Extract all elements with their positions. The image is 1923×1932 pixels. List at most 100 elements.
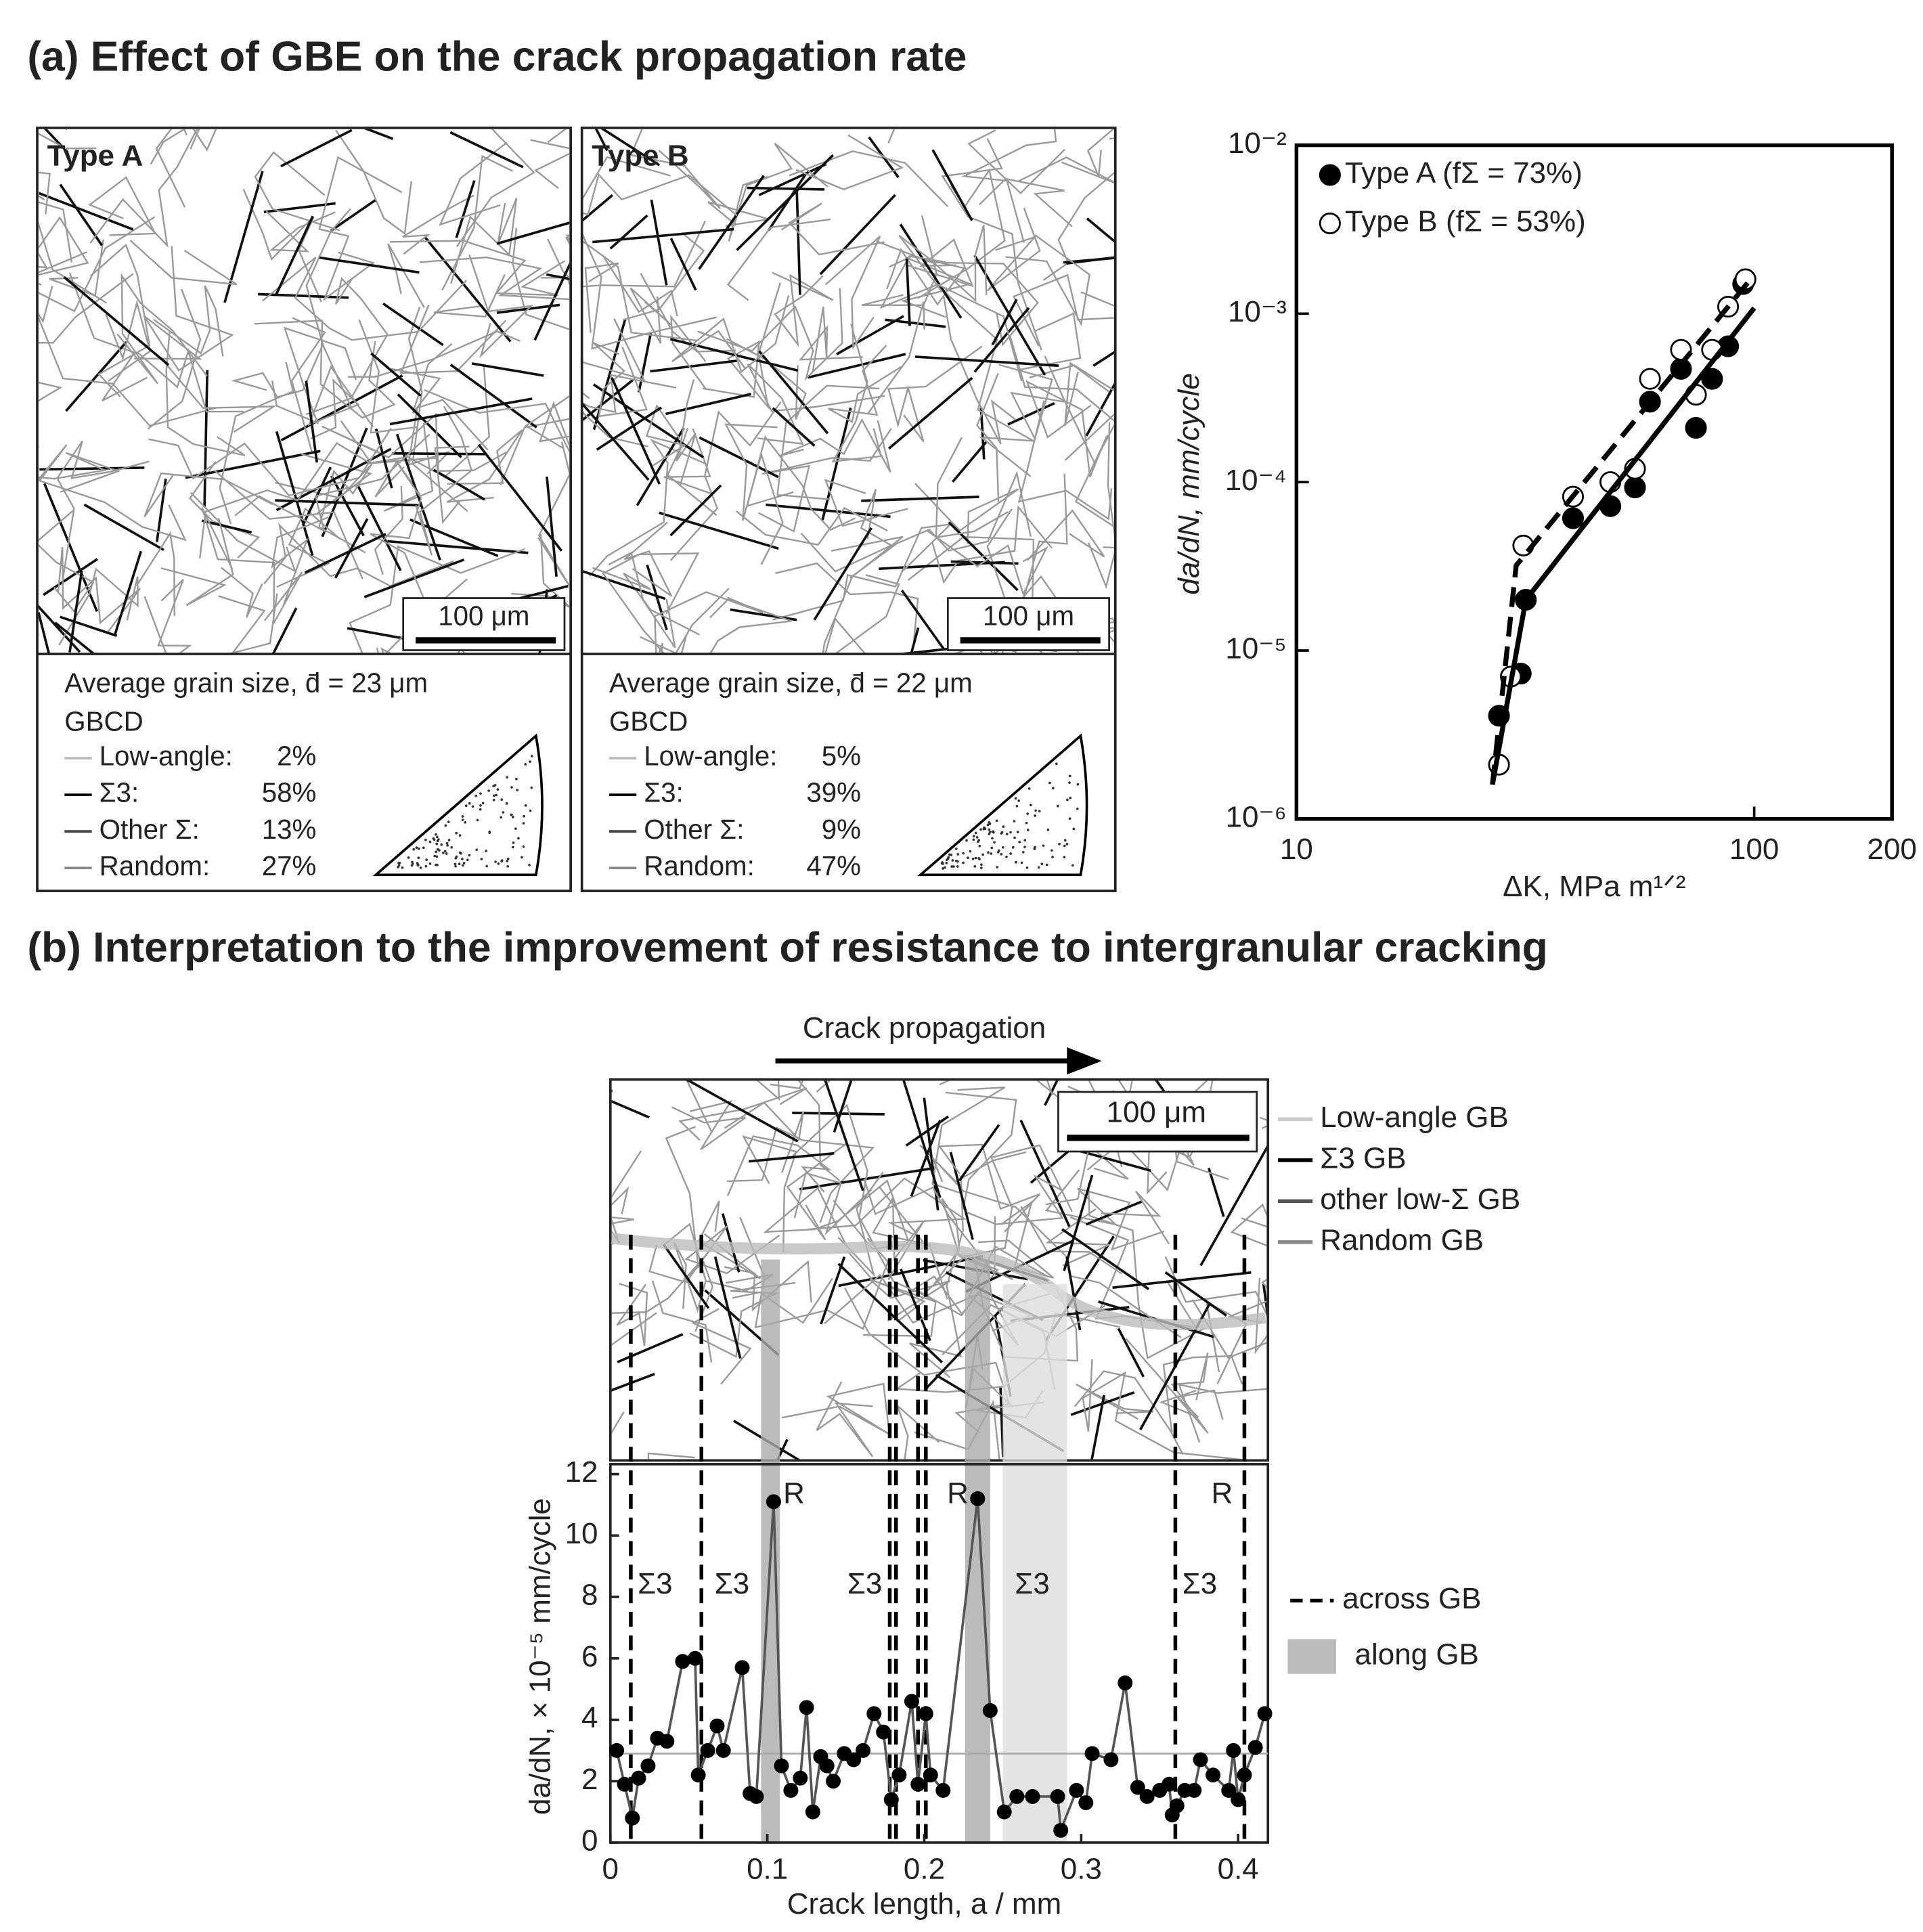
orientation-dot	[506, 860, 509, 862]
orientation-dot	[433, 838, 436, 841]
grain-boundary	[349, 545, 525, 655]
grain-boundary	[322, 412, 507, 473]
data-point	[1169, 1798, 1185, 1814]
orientation-dot	[455, 831, 458, 835]
grain-boundary	[1044, 1169, 1165, 1251]
orientation-dot	[1014, 797, 1017, 800]
orientation-dot	[496, 788, 500, 791]
grain-boundary	[967, 1174, 1064, 1225]
orientation-dot	[979, 828, 982, 831]
grain-boundary	[900, 1269, 931, 1342]
data-point	[783, 1782, 799, 1798]
grain-boundary	[763, 1179, 909, 1248]
grain-boundary	[665, 1126, 699, 1263]
data-point	[1118, 1675, 1133, 1691]
grain-boundary	[330, 475, 365, 537]
orientation-dot	[1040, 862, 1044, 866]
grain-boundary	[148, 428, 392, 497]
data-point	[876, 1724, 891, 1740]
grain-boundary	[756, 1080, 841, 1181]
grain-boundary	[105, 299, 152, 382]
orientation-dot	[945, 862, 948, 864]
grain-boundary	[190, 491, 297, 573]
stereo-triangle	[372, 733, 544, 877]
orientation-dot	[986, 823, 990, 827]
data-point	[1139, 1788, 1155, 1804]
grain-boundary	[931, 505, 1053, 584]
orientation-dot	[460, 852, 463, 855]
grain-boundary	[931, 1157, 1067, 1256]
grain-boundary	[822, 535, 904, 655]
grain-boundary	[833, 1080, 853, 1133]
grain-boundary	[348, 330, 521, 378]
grain-boundary	[1230, 1203, 1267, 1247]
y-tick-label: 8	[581, 1579, 598, 1612]
grain-boundary	[160, 518, 234, 607]
orientation-dot	[1002, 825, 1005, 828]
orientation-dot	[435, 833, 437, 836]
grain-boundary	[455, 180, 476, 238]
grain-boundary	[749, 1151, 835, 1163]
orientation-dot	[1051, 856, 1054, 858]
data-point	[774, 1758, 789, 1774]
orientation-dot	[1034, 809, 1037, 812]
orientation-dot	[435, 842, 439, 846]
orientation-dot	[436, 848, 439, 851]
orientation-dot	[455, 855, 458, 858]
orientation-dot	[992, 831, 995, 834]
orientation-dot	[973, 864, 977, 868]
data-point	[866, 1706, 882, 1721]
grain-boundary	[867, 301, 925, 414]
orientation-dot	[982, 827, 986, 831]
orientation-dot	[443, 850, 447, 853]
grain-boundary	[1009, 336, 1114, 465]
orientation-dot	[1015, 860, 1017, 864]
orientation-dot	[1072, 827, 1076, 831]
grain-boundary	[943, 297, 1016, 445]
grain-boundary	[419, 256, 570, 301]
grain-boundary	[646, 564, 668, 631]
y-axis-label: da/dN, mm/cycle	[1172, 373, 1206, 594]
grain-boundary	[651, 1280, 713, 1363]
data-point	[1226, 1742, 1241, 1758]
grain-boundary	[758, 162, 827, 196]
orientation-dot	[476, 818, 479, 822]
orientation-dot	[1045, 863, 1048, 866]
grain-boundary	[600, 129, 661, 167]
grain-boundary	[219, 361, 294, 525]
orientation-dot	[946, 857, 950, 860]
orientation-dot	[996, 866, 999, 869]
data-point	[700, 1742, 715, 1758]
grain-boundary	[726, 1126, 875, 1223]
orientation-dot	[417, 856, 420, 860]
orientation-dot	[1048, 781, 1051, 785]
grain-boundary	[1076, 653, 1079, 655]
orientation-dot	[411, 862, 414, 865]
orientation-dot	[512, 841, 515, 844]
grain-boundary	[477, 443, 563, 552]
orientation-dot	[530, 786, 533, 789]
gbcd-label: Low-angle:	[100, 741, 233, 772]
orientation-dot	[1034, 846, 1036, 849]
gbcd-label: Σ3:	[100, 777, 139, 808]
orientation-dot	[522, 822, 525, 825]
orientation-dot	[523, 814, 526, 818]
grain-boundary	[54, 621, 96, 655]
orientation-dot	[1068, 774, 1071, 778]
orientation-dot	[972, 838, 975, 841]
orientation-dot	[1042, 844, 1045, 848]
orientation-dot	[1015, 804, 1019, 808]
grain-boundary	[583, 194, 614, 222]
grain-boundary	[835, 315, 904, 355]
orientation-dot	[479, 792, 482, 795]
grain-boundary	[38, 171, 51, 215]
plot-frame	[609, 1463, 1270, 1844]
grain-boundary	[1085, 1200, 1143, 1226]
orientation-dot	[461, 864, 464, 867]
orientation-dot	[1057, 804, 1059, 808]
grain-boundary	[713, 1256, 742, 1359]
orientation-dot	[474, 794, 477, 797]
grain-boundary	[592, 567, 701, 636]
y-tick-label: 10	[565, 1517, 598, 1550]
grain-boundary	[38, 252, 48, 286]
